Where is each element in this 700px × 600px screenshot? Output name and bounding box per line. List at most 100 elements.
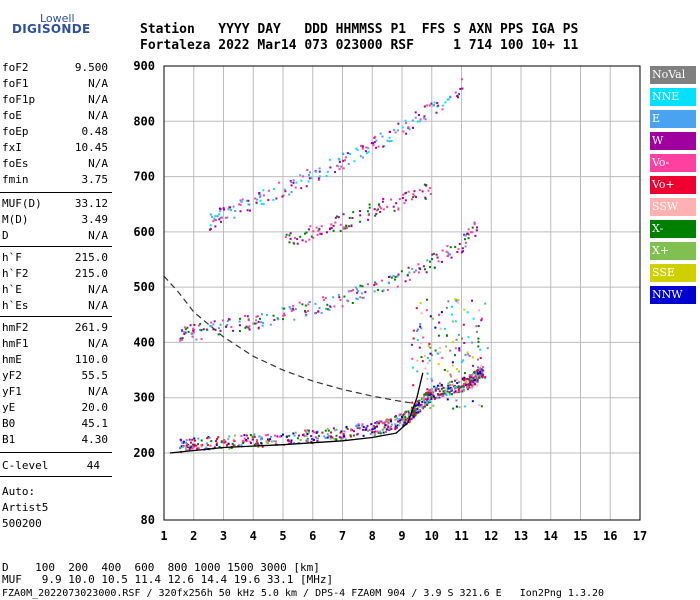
echo-point [240,434,243,437]
echo-point [462,385,465,388]
echo-point [258,435,261,438]
footer-muf: MUF 9.9 10.0 10.5 11.4 12.6 14.4 19.6 33… [2,573,334,586]
echo-point [280,435,283,438]
echo-point [283,312,286,315]
echo-point [274,434,277,437]
param-value: 10.45 [74,141,108,154]
echo-point [411,119,414,122]
echo-point [392,205,395,208]
echo-point [225,325,228,328]
echo-point [352,289,355,292]
echo-point [373,290,376,293]
plot-frame [163,65,641,521]
echo-point [440,311,443,314]
echo-point [229,206,232,209]
echo-point [403,422,406,425]
echo-point [249,433,252,436]
echo-point [193,437,196,440]
echo-point [430,258,433,261]
echo-point [320,232,323,235]
echo-point [249,440,252,443]
echo-point [359,155,362,158]
echo-point [418,346,421,349]
echo-point [215,442,218,445]
echo-point [381,290,384,293]
echo-point [402,130,405,133]
echo-point [438,346,441,349]
echo-point [373,431,376,434]
echo-point [199,322,202,325]
echo-point [382,289,385,292]
echo-point [406,418,409,421]
echo-point [211,215,214,218]
echo-point [247,319,250,322]
echo-point [450,389,453,392]
param-row: M(D) 3.49 [2,212,108,228]
echo-point [321,431,324,434]
echo-point [421,190,424,193]
param-label: B1 [2,433,16,446]
echo-point [417,114,420,117]
echo-point [463,372,466,375]
echo-point [417,263,420,266]
echo-point [185,439,188,442]
echo-point [221,319,224,322]
echo-point [183,333,186,336]
echo-point [421,406,424,409]
echo-point [405,132,408,135]
echo-point [454,387,457,390]
echo-point [436,384,439,387]
echo-point [217,327,220,330]
echo-point [447,382,450,385]
echo-point [222,207,225,210]
echo-point [366,210,369,213]
echo-point [188,448,191,451]
echo-point [317,178,320,181]
echo-point [442,394,445,397]
echo-point [243,314,246,317]
echo-point [370,423,373,426]
echo-point [467,228,470,231]
echo-point [480,368,483,371]
echo-point [197,447,200,450]
echo-point [419,342,422,345]
echo-point [257,326,260,329]
echo-point [480,364,483,367]
echo-point [303,434,306,437]
echo-point [410,408,413,411]
echo-point [369,433,372,436]
echo-point [328,228,331,231]
echo-point [461,378,464,381]
echo-point [450,313,453,316]
echo-point [458,381,461,384]
echo-point [381,200,384,203]
echo-point [423,405,426,408]
echo-point [343,295,346,298]
echo-point [187,445,190,448]
echo-point [259,199,262,202]
echo-point [202,328,205,331]
echo-point [375,146,378,149]
echo-point [440,383,443,386]
echo-point [295,181,298,184]
echo-point [224,216,227,219]
echo-point [287,439,290,442]
echo-point [256,442,259,445]
echo-point [329,436,332,439]
echo-point [226,319,229,322]
echo-point [407,410,410,413]
echo-point [315,170,318,173]
echo-point [347,162,350,165]
echo-point [372,144,375,147]
echo-point [239,317,242,320]
auto-code: 500200 [2,517,42,530]
echo-point [333,305,336,308]
echo-point [290,184,293,187]
echo-point [352,211,355,214]
echo-point [349,435,352,438]
echo-point [423,355,426,358]
echo-point [404,199,407,202]
echo-point [356,291,359,294]
echo-point [387,420,390,423]
echo-point [441,384,444,387]
